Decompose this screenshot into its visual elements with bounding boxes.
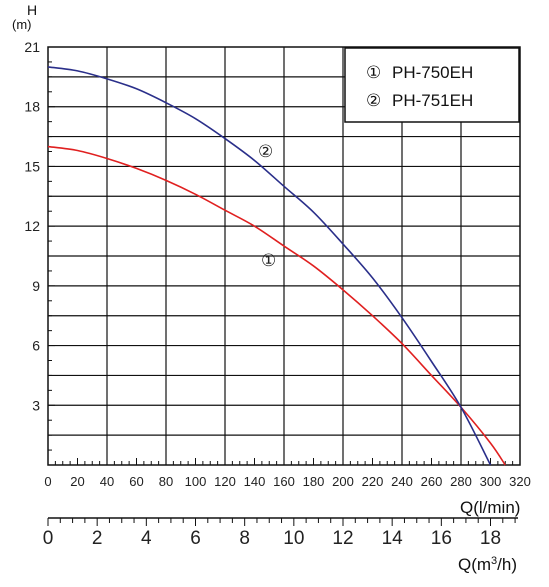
- x-tick-label: 140: [244, 474, 266, 489]
- x-tick-label: 280: [450, 474, 472, 489]
- x2-tick-label: 6: [190, 528, 201, 549]
- curves: [47, 66, 506, 466]
- x-tick-label: 300: [480, 474, 502, 489]
- x-axis-primary: 0 20 40 60 80 100 120 140 160 180 200 220 240 260 280 3…: [44, 458, 531, 489]
- legend-item-1-label: PH-750EH: [392, 63, 473, 82]
- x-tick-label: 100: [185, 474, 207, 489]
- y-axis-unit: (m): [12, 17, 32, 32]
- y-tick-label: 3: [32, 397, 40, 413]
- x-tick-label: 80: [159, 474, 173, 489]
- x2-tick-label: 4: [141, 528, 152, 549]
- x-tick-label: 200: [332, 474, 354, 489]
- x2-tick-label: 14: [382, 528, 404, 549]
- series-line-2: [47, 66, 492, 466]
- legend-item-2-marker: ②: [366, 91, 381, 110]
- y-tick-label: 21: [24, 39, 40, 55]
- curve-label-1: ①: [261, 251, 276, 270]
- legend: ① PH-750EH ② PH-751EH: [344, 47, 520, 123]
- y-tick-label: 18: [24, 99, 40, 115]
- x-tick-label: 40: [100, 474, 114, 489]
- y-tick-label: 9: [32, 278, 40, 294]
- y-axis: 3 6 9 12 15 18 21: [24, 39, 55, 466]
- x2-tick-label: 18: [480, 528, 501, 549]
- y-tick-label: 6: [32, 338, 40, 354]
- legend-item-1-marker: ①: [366, 63, 381, 82]
- x-tick-label: 20: [70, 474, 84, 489]
- x-axis-primary-title: Q(l/min): [460, 498, 520, 517]
- x-tick-label: 60: [129, 474, 143, 489]
- x-tick-label: 180: [303, 474, 325, 489]
- series-line-1: [47, 145, 506, 466]
- x-tick-label: 160: [273, 474, 295, 489]
- x-tick-label: 260: [421, 474, 443, 489]
- y-tick-label: 15: [24, 158, 40, 174]
- x2-tick-label: 0: [43, 528, 54, 549]
- x2-tick-label: 2: [92, 528, 103, 549]
- legend-item-2-label: PH-751EH: [392, 91, 473, 110]
- legend-box: [344, 47, 520, 123]
- x-tick-label: 240: [391, 474, 413, 489]
- x2-tick-label: 16: [431, 528, 452, 549]
- x2-tick-label: 10: [283, 528, 304, 549]
- x-axis-secondary: 0 2 4 6 8 10 12 14 16 18: [43, 518, 516, 549]
- x-tick-label: 0: [44, 474, 51, 489]
- x-tick-label: 220: [362, 474, 384, 489]
- x2-tick-label: 8: [239, 528, 250, 549]
- x-tick-label: 120: [214, 474, 236, 489]
- x2-tick-label: 12: [332, 528, 353, 549]
- y-tick-label: 12: [24, 218, 40, 234]
- x-axis-secondary-title: Q(m3/h): [458, 555, 517, 574]
- x-tick-label: 320: [509, 474, 531, 489]
- y-axis-title: H: [27, 2, 37, 18]
- curve-label-2: ②: [258, 142, 273, 161]
